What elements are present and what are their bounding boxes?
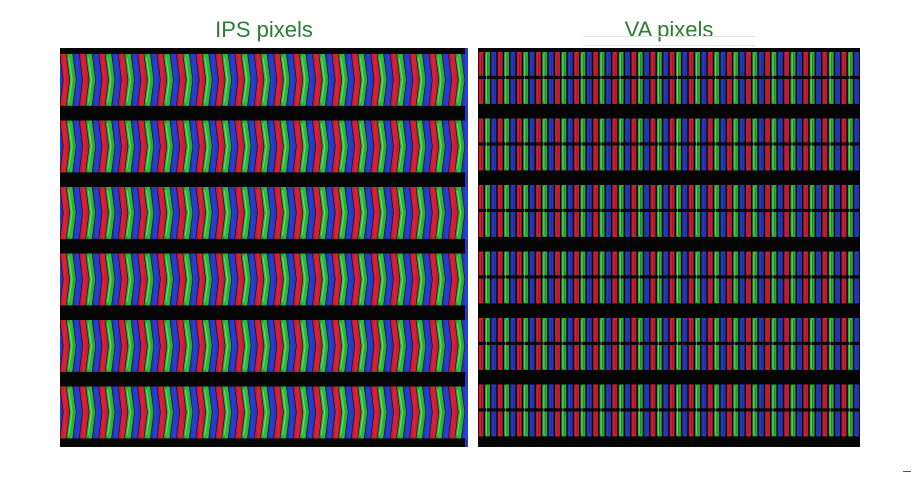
va-pixel-row	[478, 185, 860, 237]
corner-dash	[903, 471, 911, 472]
va-pixel-row	[478, 118, 860, 171]
ips-pixel-row	[60, 54, 468, 106]
ips-pixels-title: IPS pixels	[215, 17, 313, 42]
ips-pixel-row	[60, 120, 468, 173]
ips-pixel-row	[60, 253, 468, 306]
va-pixel-row	[478, 318, 860, 370]
va-subpixel-grid	[478, 52, 860, 437]
va-pixel-row	[478, 251, 860, 304]
ips-subpixel-grid	[60, 48, 468, 447]
va-pixels-image	[478, 48, 860, 447]
va-pixel-row	[478, 52, 860, 104]
ips-pixel-row	[60, 187, 468, 239]
faint-guide-lines	[583, 36, 755, 46]
ips-pixel-row	[60, 320, 468, 372]
ips-pixels-image	[60, 48, 468, 447]
va-pixel-row	[478, 384, 860, 437]
ips-pixel-row	[60, 386, 468, 439]
va-pixels-title: VA pixels	[624, 17, 714, 42]
